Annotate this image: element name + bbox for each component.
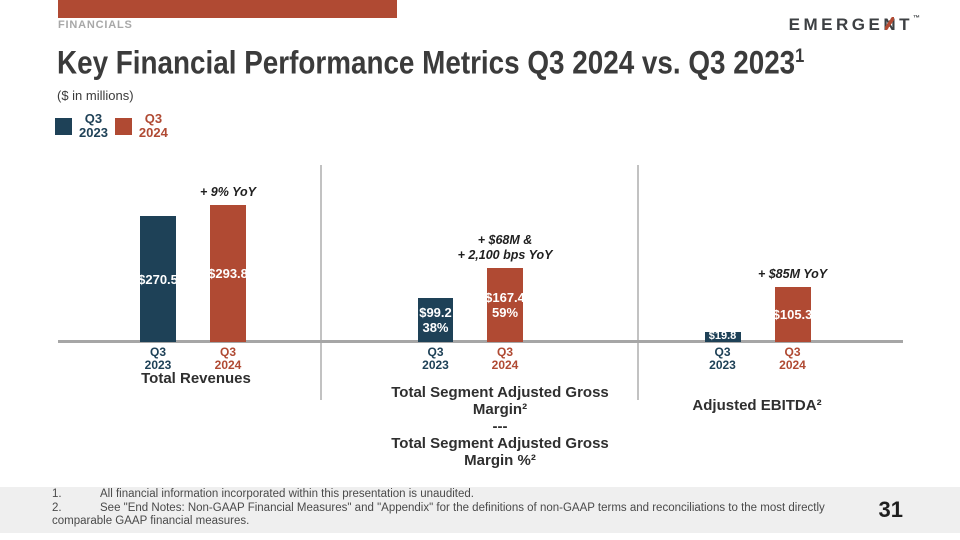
bar-q3-2023: $99.2 38% <box>418 298 453 342</box>
x-tick-label: Q3 2023 <box>709 345 736 372</box>
bar-group-q3-2024: + $68M & + 2,100 bps YoY $167.4 59% Q3 2024 <box>458 233 553 372</box>
page-title: Key Financial Performance Metrics Q3 202… <box>57 44 805 81</box>
yoy-annotation: + $68M & + 2,100 bps YoY <box>457 232 553 262</box>
logo-letter-n: N <box>883 15 899 35</box>
yoy-annotation: + 9% YoY <box>200 185 256 200</box>
bar-q3-2023: $19.8 <box>704 330 741 343</box>
chart-legend: Q3 2023 Q3 2024 <box>55 112 168 140</box>
bar-group-q3-2023: $270.5 Q3 2023 <box>138 216 178 372</box>
x-axis-line <box>58 340 903 343</box>
bar-value-label: $19.8 <box>708 330 737 343</box>
logo-text-prefix: EMERGE <box>788 15 884 34</box>
bar-q3-2024: $167.4 59% <box>485 267 525 342</box>
legend-label-q3-2024: Q3 2024 <box>138 111 168 140</box>
x-tick-label: Q3 2023 <box>144 345 172 372</box>
chart-title-adjusted-ebitda: Adjusted EBITDA² <box>692 397 822 414</box>
chart-area: $270.5 Q3 2023 + 9% YoY $293.8 Q3 2024 $99.2 38… <box>0 165 960 400</box>
legend-swatch-q3-2024 <box>114 117 132 135</box>
bar-value-label: $99.2 38% <box>419 305 452 336</box>
bar-value-label: $167.4 59% <box>485 289 525 320</box>
chart-adjusted-gross-margin: $99.2 38% Q3 2023 + $68M & + 2,100 bps YoY $16… <box>418 165 553 372</box>
trademark-symbol: ™ <box>913 15 920 22</box>
page-number: 31 <box>878 497 903 522</box>
bar-value-label: $293.8 <box>208 266 248 282</box>
x-tick-label: Q3 2023 <box>422 345 449 372</box>
bar-group-q3-2024: + 9% YoY $293.8 Q3 2024 <box>200 185 256 371</box>
section-kicker: FINANCIALS <box>58 19 133 31</box>
bar-value-label: $270.5 <box>138 271 178 287</box>
chart-adjusted-ebitda: $19.8 Q3 2023 + $85M YoY $105.3 Q3 2024 <box>704 165 827 372</box>
footnotes: 1. All financial information incorporated… <box>52 488 858 529</box>
x-tick-label: Q3 2024 <box>214 345 242 372</box>
accent-bar <box>58 0 397 18</box>
panel-divider-right <box>637 165 639 400</box>
bar-value-label: $105.3 <box>772 307 813 322</box>
yoy-annotation: + $85M YoY <box>757 267 828 281</box>
x-tick-label: Q3 2024 <box>779 345 806 372</box>
bar-q3-2024: $293.8 <box>208 205 248 342</box>
chart-total-revenues: $270.5 Q3 2023 + 9% YoY $293.8 Q3 2024 <box>138 165 256 372</box>
title-footnote-ref: 1 <box>795 46 805 67</box>
bar-q3-2023: $270.5 <box>138 216 178 342</box>
units-subtitle: ($ in millions) <box>57 88 134 103</box>
footnote-2: 2. See "End Notes: Non-GAAP Financial Mea… <box>52 501 825 528</box>
footer-band <box>0 487 960 533</box>
emergent-logo: EMERGENT™ <box>789 15 920 35</box>
logo-text-suffix: T <box>899 15 913 34</box>
logo-red-slash-icon <box>885 17 895 30</box>
bar-group-q3-2023: $19.8 Q3 2023 <box>704 330 741 372</box>
bar-q3-2024: $105.3 <box>772 287 813 342</box>
x-tick-label: Q3 2024 <box>491 345 519 372</box>
chart-title-total-revenues: Total Revenues <box>141 370 251 387</box>
legend-label-q3-2023: Q3 2023 <box>79 111 108 140</box>
panel-divider-left <box>320 165 322 400</box>
bar-group-q3-2024: + $85M YoY $105.3 Q3 2024 <box>758 267 827 372</box>
footnote-1: 1. All financial information incorporated… <box>52 488 474 500</box>
legend-swatch-q3-2023 <box>55 117 72 135</box>
bar-group-q3-2023: $99.2 38% Q3 2023 <box>418 298 453 372</box>
chart-title-adjusted-gross-margin: Total Segment Adjusted Gross Margin² ---… <box>391 384 609 469</box>
